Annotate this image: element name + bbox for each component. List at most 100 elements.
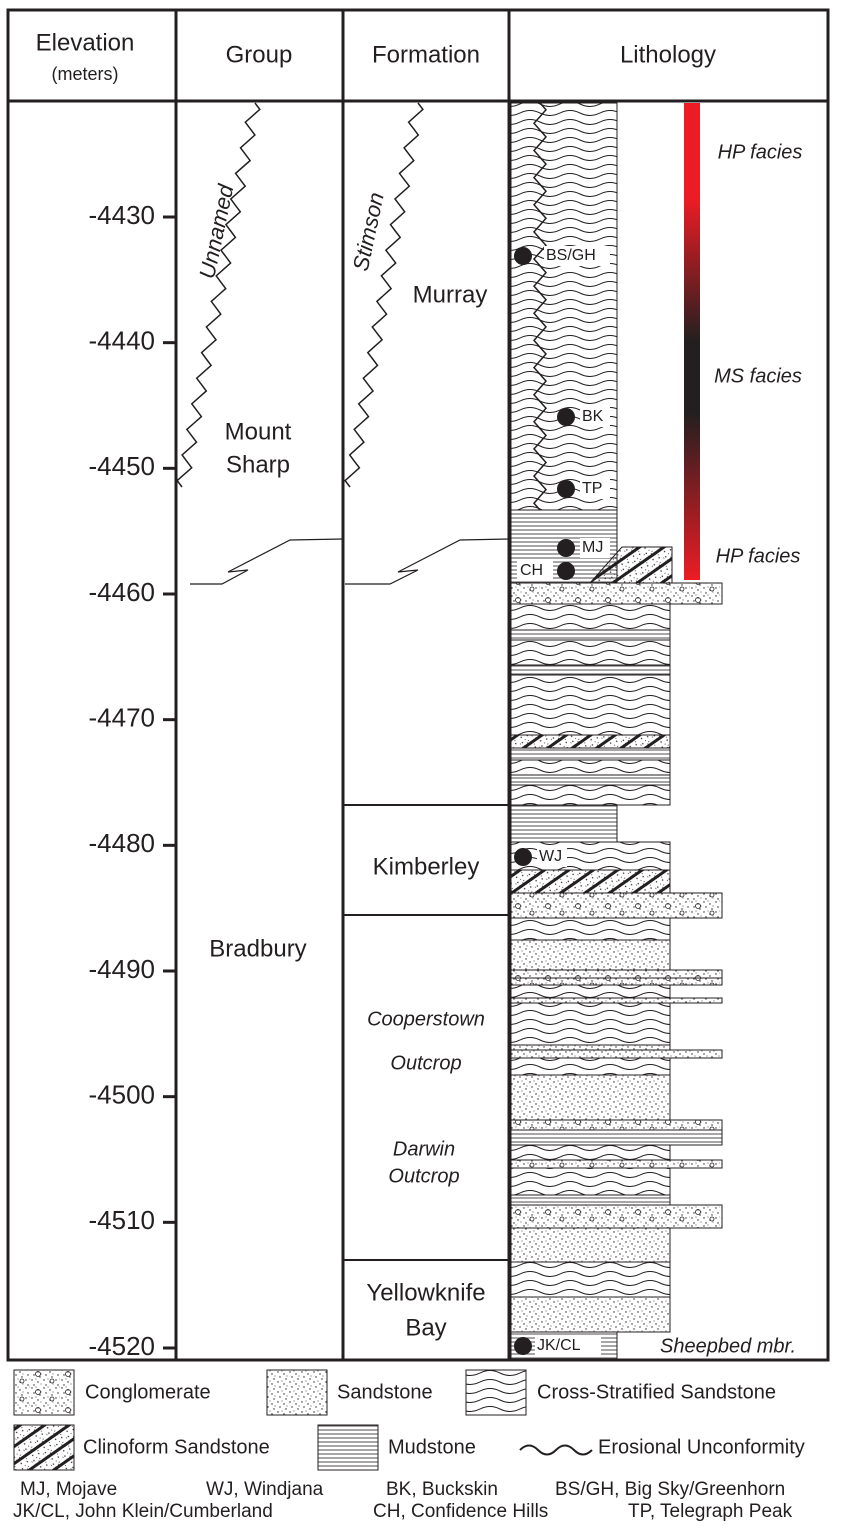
lithology-bed (510, 1296, 671, 1333)
elevation-label: -4460 (89, 577, 156, 607)
lithology-bed (510, 759, 671, 776)
lithology-bed (510, 1057, 671, 1076)
legend-wave (519, 1444, 593, 1456)
lithology-bed (510, 664, 671, 676)
sample-dot (557, 408, 575, 426)
lithology-bed (510, 1044, 671, 1051)
lithology-bed (510, 674, 671, 736)
facies-label: HP facies (718, 141, 803, 163)
header: (meters) (52, 64, 119, 84)
lithology-bed (510, 1049, 723, 1059)
formation-label: Bay (405, 1314, 446, 1341)
formation-label: Stimson (348, 190, 389, 273)
sample-label: WJ (539, 848, 562, 865)
lithology-bed (510, 977, 723, 986)
formation-label: Darwin (393, 1138, 455, 1160)
legend-swatch (266, 1369, 328, 1416)
elevation-label: -4510 (89, 1205, 156, 1235)
elevation-label: -4480 (89, 828, 156, 858)
group-label: Sharp (226, 451, 290, 478)
formation-label: Cooperstown (367, 1008, 485, 1030)
formation-label: Yellowknife (366, 1279, 485, 1306)
facies-label: HP facies (716, 545, 801, 567)
sample-dot (557, 480, 575, 498)
sample-label: TP (582, 480, 602, 497)
lithology-bed (510, 997, 723, 1004)
label-bg (535, 1336, 601, 1356)
lithology-bed (510, 869, 671, 894)
lithology-bed (510, 1119, 723, 1131)
interfinger (190, 538, 344, 585)
elevation-label: -4500 (89, 1080, 156, 1110)
abbreviation: WJ, Windjana (206, 1479, 324, 1500)
header: Group (226, 41, 293, 68)
lithology-bed (510, 747, 671, 761)
label-bg (580, 407, 610, 427)
group-label: Mount (225, 418, 292, 445)
lithology-bed (510, 102, 618, 511)
abbreviation: CH, Confidence Hills (373, 1501, 548, 1522)
header: Formation (372, 41, 480, 68)
interfinger (345, 538, 510, 585)
abbreviation: BS/GH, Big Sky/Greenhorn (555, 1479, 785, 1500)
label-bg (580, 479, 610, 499)
sample-label: MJ (582, 539, 603, 556)
elevation-label: -4430 (89, 200, 156, 230)
legend-swatch (13, 1424, 75, 1471)
formation-label: Murray (413, 281, 488, 308)
abbreviation: TP, Telegraph Peak (628, 1501, 793, 1522)
sample-label: BK (582, 408, 604, 425)
lithology-bed (510, 1144, 671, 1161)
group-label: Unnamed (194, 182, 238, 281)
lithology-bed (510, 639, 671, 666)
elevation-label: -4470 (89, 703, 156, 733)
lithology-bed (510, 892, 723, 919)
unconformity (532, 102, 548, 511)
lithology-bed (510, 939, 671, 971)
legend-label: Cross-Stratified Sandstone (537, 1381, 776, 1403)
lithology-bed (510, 969, 723, 979)
abbreviation: MJ, Mojave (20, 1479, 117, 1500)
formation-label: Outcrop (388, 1165, 459, 1187)
legend-label: Mudstone (388, 1436, 476, 1458)
formation-label: Kimberley (373, 853, 480, 880)
lithology-bed (510, 1074, 671, 1121)
lithology-bed (510, 582, 723, 605)
lithology-bed (510, 1194, 671, 1206)
label-bg (517, 561, 553, 581)
lithology-bed (510, 984, 671, 999)
formation-label: Outcrop (390, 1052, 461, 1074)
facies-label: MS facies (714, 365, 802, 387)
legend-label: Erosional Unconformity (598, 1436, 805, 1458)
member-label: Sheepbed mbr. (660, 1335, 796, 1357)
sample-label: JK/CL (537, 1337, 581, 1354)
sample-dot (514, 247, 532, 265)
facies-bar (684, 103, 700, 580)
sample-label: CH (520, 562, 543, 579)
lithology-bed (510, 629, 671, 641)
legend-label: Sandstone (337, 1381, 433, 1403)
sample-dot (557, 562, 575, 580)
label-bg (544, 246, 610, 266)
legend-label: Clinoform Sandstone (83, 1436, 270, 1458)
legend-swatch (465, 1369, 527, 1416)
lithology-bed (510, 804, 618, 843)
lithology-bed (510, 734, 671, 749)
clinoform-wedge (588, 546, 673, 584)
label-bg (580, 538, 610, 558)
lithology-bed (510, 774, 671, 786)
header: Lithology (620, 41, 716, 68)
legend-swatch (317, 1424, 379, 1471)
legend-label: Conglomerate (85, 1381, 211, 1403)
lithology-bed (510, 784, 671, 806)
lithology-bed (510, 1167, 671, 1196)
group-label: Bradbury (209, 935, 306, 962)
sample-dot (557, 539, 575, 557)
abbreviation: JK/CL, John Klein/Cumberland (13, 1501, 273, 1522)
sample-dot (514, 1337, 532, 1355)
lithology-bed (510, 1227, 671, 1263)
lithology-bed (510, 1261, 671, 1298)
elevation-label: -4520 (89, 1331, 156, 1361)
